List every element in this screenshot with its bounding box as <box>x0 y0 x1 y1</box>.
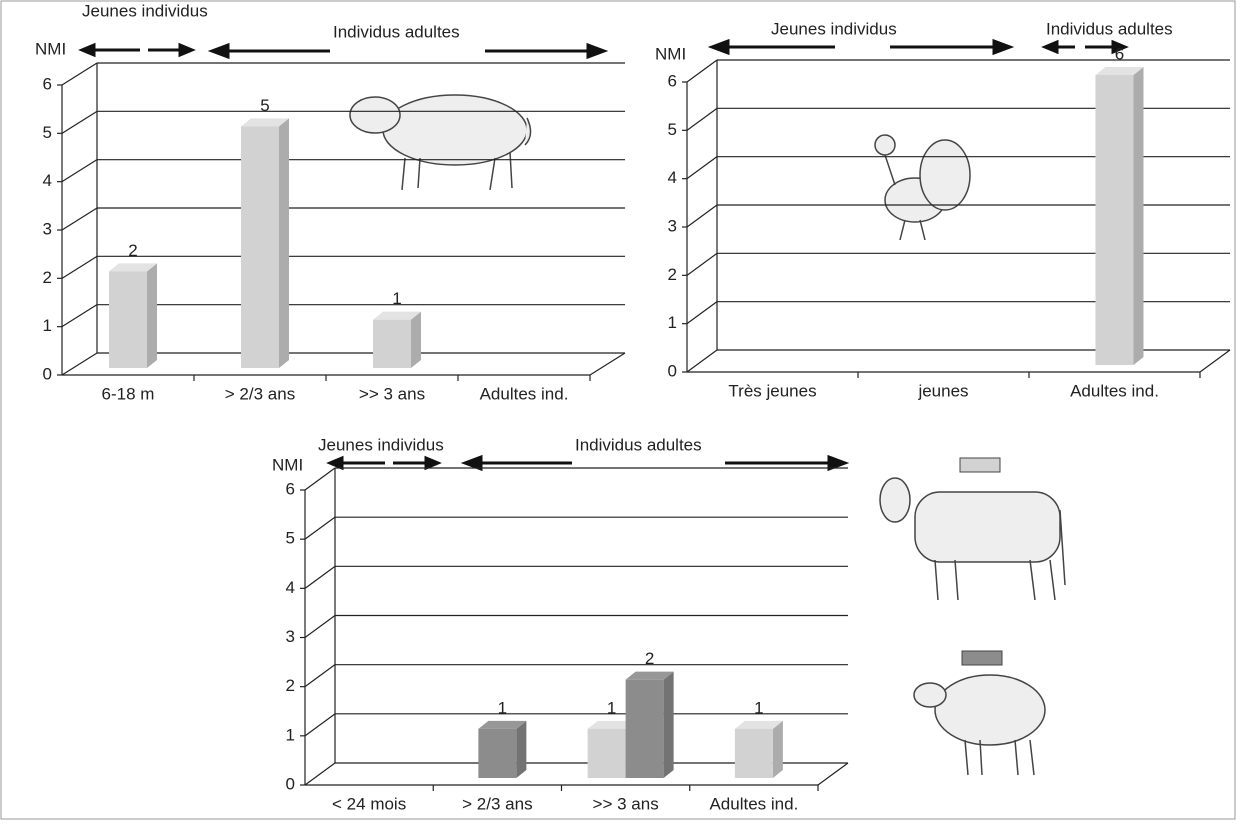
x-tick-label: Très jeunes <box>728 381 816 400</box>
grid-line <box>305 665 335 687</box>
grid-line <box>62 305 97 327</box>
figure: Jeunes individus Individus adultes Jeune… <box>0 0 1236 820</box>
x-tick-label: > 2/3 ans <box>462 794 532 813</box>
bar <box>735 729 773 778</box>
grid-line <box>305 714 335 736</box>
sheep-illustration <box>914 675 1045 775</box>
grid-line <box>305 468 335 490</box>
y-tick-label: 1 <box>668 313 677 332</box>
bar-side <box>279 118 289 368</box>
grid-line <box>687 350 717 372</box>
legend-swatch <box>960 458 1000 472</box>
bar <box>373 320 411 368</box>
bar <box>626 680 664 778</box>
annotation: Jeunes individus <box>771 19 897 38</box>
value-label: 1 <box>754 698 763 717</box>
annotation: Jeunes individus <box>82 1 208 20</box>
grid-line <box>687 253 717 275</box>
annotation: Individus adultes <box>1046 19 1173 38</box>
grid-line <box>687 108 717 130</box>
grid-line <box>62 111 97 133</box>
grid-line <box>62 256 97 278</box>
bar-side <box>411 312 421 368</box>
annotation: Individus adultes <box>333 22 460 41</box>
grid-line <box>305 763 335 785</box>
y-tick-label: 5 <box>43 123 52 142</box>
grid-line <box>305 566 335 588</box>
grid-line <box>62 208 97 230</box>
y-axis-label: NMI <box>655 44 686 63</box>
x-tick-label: 6-18 m <box>102 384 155 403</box>
y-tick-label: 5 <box>286 529 295 548</box>
value-label: 1 <box>498 698 507 717</box>
y-tick-label: 0 <box>43 364 52 383</box>
y-tick-label: 2 <box>43 268 52 287</box>
y-tick-label: 3 <box>286 627 295 646</box>
annotation: Individus adultes <box>575 435 702 454</box>
x-tick-label: Adultes ind. <box>1070 381 1159 400</box>
value-label: 5 <box>260 96 269 115</box>
axis <box>818 763 848 785</box>
y-tick-label: 4 <box>668 168 677 187</box>
bar-side <box>516 721 526 778</box>
bar-side <box>147 263 157 368</box>
rooster-illustration <box>875 135 970 240</box>
grid-line <box>305 517 335 539</box>
x-tick-label: Adultes ind. <box>480 384 569 403</box>
grid-line <box>62 353 97 375</box>
axis <box>1200 350 1230 372</box>
x-tick-label: >> 3 ans <box>593 794 659 813</box>
grid-line <box>305 616 335 638</box>
pig-illustration <box>350 95 531 190</box>
bar <box>109 271 147 368</box>
x-tick-label: Adultes ind. <box>709 794 798 813</box>
x-tick-label: < 24 mois <box>332 794 406 813</box>
y-tick-label: 2 <box>286 676 295 695</box>
value-label: 1 <box>392 289 401 308</box>
grid-line <box>687 205 717 227</box>
bar <box>478 729 516 778</box>
arrows <box>82 41 1125 469</box>
grid-line <box>687 302 717 324</box>
y-axis-label: NMI <box>35 39 66 58</box>
y-tick-label: 4 <box>286 578 295 597</box>
y-tick-label: 3 <box>43 219 52 238</box>
bar-side <box>773 721 783 778</box>
value-label: 6 <box>1115 44 1124 63</box>
y-tick-label: 1 <box>286 725 295 744</box>
x-tick-label: >> 3 ans <box>359 384 425 403</box>
grid-line <box>687 60 717 82</box>
y-tick-label: 4 <box>43 171 52 190</box>
y-tick-label: 6 <box>286 479 295 498</box>
bar <box>1096 75 1134 365</box>
y-tick-label: 1 <box>43 316 52 335</box>
legend-swatch <box>962 651 1002 665</box>
x-tick-label: > 2/3 ans <box>225 384 295 403</box>
value-label: 2 <box>128 241 137 260</box>
y-tick-label: 6 <box>668 71 677 90</box>
bar-side <box>1134 67 1144 365</box>
annotation: Jeunes individus <box>318 435 444 454</box>
y-axis-label: NMI <box>272 455 303 474</box>
y-tick-label: 2 <box>668 265 677 284</box>
y-tick-label: 6 <box>43 74 52 93</box>
value-label: 2 <box>645 649 654 668</box>
bar-side <box>664 672 674 778</box>
y-tick-label: 0 <box>668 361 677 380</box>
y-tick-label: 5 <box>668 120 677 139</box>
frame <box>1 1 1235 819</box>
grid-line <box>62 160 97 182</box>
axis <box>590 353 625 375</box>
page: {"chart_data": [ {"type": "bar", "ylabel… <box>0 0 1236 820</box>
grid-line <box>62 63 97 85</box>
value-label: 1 <box>607 698 616 717</box>
y-tick-label: 3 <box>668 216 677 235</box>
x-tick-label: jeunes <box>917 381 968 400</box>
cow-illustration <box>880 478 1065 600</box>
bar <box>588 729 626 778</box>
grid-line <box>687 157 717 179</box>
bar <box>241 126 279 368</box>
y-tick-label: 0 <box>286 774 295 793</box>
